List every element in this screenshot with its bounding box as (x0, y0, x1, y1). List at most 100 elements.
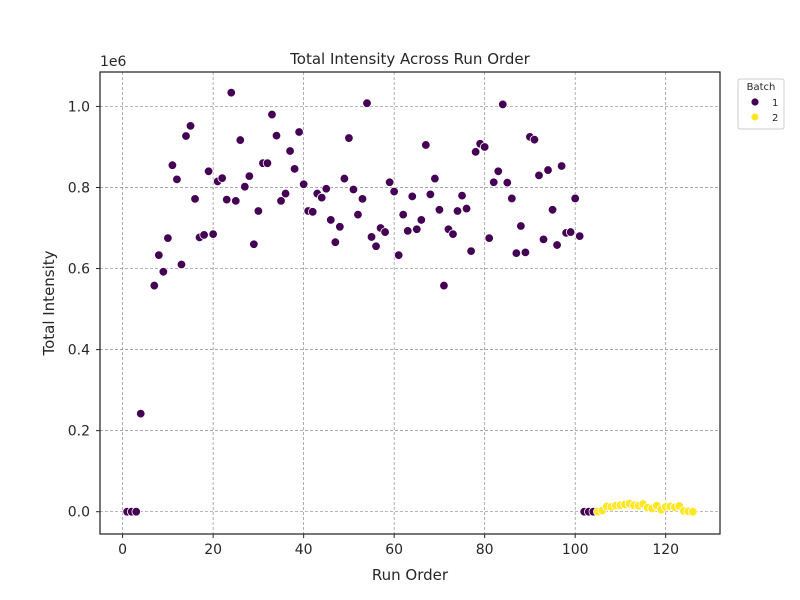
data-point-batch-1 (570, 193, 580, 204)
plot-frame (99, 71, 721, 535)
y-tick-label: 0.6 (68, 262, 90, 278)
data-point-batch-1 (502, 177, 512, 188)
data-point-batch-1 (357, 194, 368, 204)
data-point-batch-1 (262, 158, 273, 168)
data-point-batch-1 (529, 134, 540, 145)
x-tick-label: 20 (204, 542, 222, 558)
data-point-batch-1 (575, 231, 585, 241)
x-tick-label: 40 (295, 542, 313, 558)
y-axis-label: Total Intensity (40, 250, 58, 356)
legend-items: 12 (750, 97, 778, 124)
data-point-batch-1 (380, 227, 390, 237)
data-point-batch-1 (280, 188, 291, 199)
data-point-batch-1 (439, 280, 449, 291)
data-point-batch-1 (163, 233, 173, 243)
x-axis-label: Run Order (372, 566, 449, 584)
data-point-batch-1 (452, 206, 463, 216)
data-point-batch-1 (276, 196, 286, 206)
data-point-batch-1 (547, 205, 558, 215)
data-point-batch-1 (199, 230, 209, 240)
data-point-batch-1 (149, 280, 160, 291)
x-axis-ticks: 0 20 40 60 80 100 120 (118, 534, 679, 558)
data-point-batch-1 (308, 207, 318, 217)
data-point-batch-1 (511, 248, 522, 258)
data-point-batch-1 (235, 135, 245, 145)
data-point-batch-1 (339, 173, 350, 184)
data-point-batch-1 (131, 507, 141, 517)
data-point-batch-1 (489, 177, 499, 187)
data-point-batch-1 (412, 224, 422, 234)
data-point-batch-1 (244, 171, 255, 181)
data-point-batch-1 (565, 227, 576, 237)
y-tick-label: 1.0 (68, 99, 90, 115)
legend-marker-batch-2 (750, 112, 760, 122)
data-point-batch-1 (285, 146, 295, 156)
data-point-batch-1 (371, 241, 381, 251)
data-point-batch-1 (294, 127, 304, 137)
data-point-batch-1 (362, 98, 372, 108)
data-point-batch-1 (172, 174, 182, 185)
data-point-batch-1 (226, 87, 236, 98)
data-point-batch-1 (430, 173, 440, 184)
data-point-batch-1 (167, 160, 178, 170)
data-point-batch-1 (457, 190, 467, 201)
legend-box (737, 78, 785, 130)
data-point-batch-1 (158, 267, 169, 277)
legend: Batch 12 (737, 78, 785, 130)
data-point-batch-1 (348, 184, 359, 195)
data-point-batch-1 (543, 165, 553, 175)
data-point-batch-1 (493, 166, 503, 176)
data-point-batch-1 (461, 203, 472, 214)
x-tick-label: 80 (476, 542, 494, 558)
y-axis-ticks: 0.0 0.2 0.4 0.6 0.8 1.0 (68, 99, 100, 521)
data-point-batch-1 (344, 133, 354, 143)
data-point-batch-1 (552, 240, 562, 250)
legend-title: Batch (747, 82, 776, 93)
data-point-batch-1 (289, 164, 300, 174)
data-point-batch-1 (538, 234, 549, 245)
data-point-batch-1 (330, 237, 341, 247)
y-tick-label: 0.8 (68, 181, 90, 197)
legend-label-batch-2: 2 (772, 113, 778, 124)
data-point-batch-1 (249, 239, 259, 249)
data-point-batch-1 (516, 221, 526, 231)
data-point-batch-1 (398, 209, 408, 220)
data-point-batch-1 (217, 173, 227, 183)
data-point-batch-1 (253, 206, 264, 216)
data-point-batch-1 (520, 247, 531, 258)
x-tick-label: 60 (385, 542, 403, 558)
data-point-batch-1 (317, 192, 327, 203)
data-point-batch-1 (448, 229, 458, 239)
grid (100, 72, 720, 534)
chart-title: Total Intensity Across Run Order (289, 50, 531, 68)
x-tick-label: 0 (118, 542, 127, 558)
data-point-batch-1 (136, 408, 146, 419)
x-tick-label: 100 (562, 542, 589, 558)
data-point-batch-1 (534, 170, 544, 181)
data-point-batch-1 (403, 226, 413, 236)
data-point-batch-1 (298, 179, 309, 189)
data-point-batch-1 (185, 121, 196, 131)
data-point-batch-1 (190, 194, 200, 204)
data-point-batch-1 (425, 189, 436, 200)
data-points (122, 87, 698, 517)
data-point-batch-1 (470, 147, 481, 157)
data-point-batch-1 (366, 232, 377, 242)
data-point-batch-1 (556, 161, 567, 171)
legend-marker-batch-1 (750, 97, 760, 107)
data-point-batch-1 (434, 205, 445, 215)
x-tick-label: 120 (652, 542, 679, 558)
data-point-batch-1 (479, 142, 490, 152)
data-point-batch-1 (335, 222, 345, 232)
y-axis-offset-label: 1e6 (100, 54, 127, 70)
data-point-batch-1 (466, 246, 476, 256)
data-point-batch-1 (389, 186, 399, 197)
data-point-batch-1 (231, 196, 241, 206)
data-point-batch-1 (222, 194, 232, 205)
data-point-batch-1 (484, 233, 494, 243)
y-tick-label: 0.2 (68, 424, 90, 440)
data-point-batch-1 (321, 184, 331, 194)
data-point-batch-1 (407, 191, 417, 202)
data-point-batch-1 (416, 215, 427, 225)
